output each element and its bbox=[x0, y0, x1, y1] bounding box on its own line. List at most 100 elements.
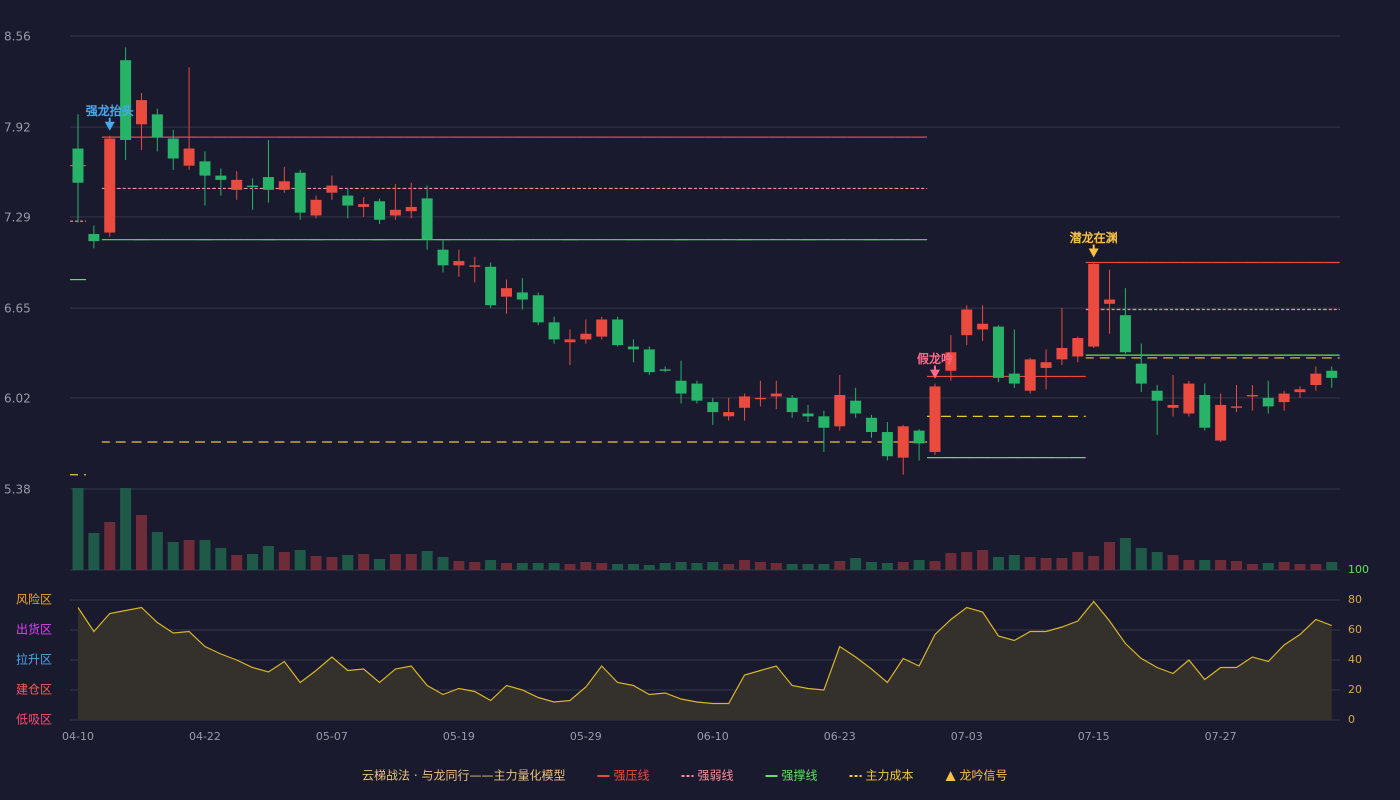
candle-body bbox=[1040, 362, 1052, 368]
volume-bar bbox=[1119, 538, 1131, 570]
volume-bar bbox=[231, 555, 243, 570]
candle-body bbox=[818, 416, 830, 428]
volume-bar bbox=[516, 563, 528, 570]
volume-bar bbox=[278, 552, 290, 570]
candle-body bbox=[580, 333, 592, 340]
volume-bar bbox=[262, 546, 274, 570]
candle-body bbox=[342, 195, 354, 206]
candle-body bbox=[1310, 373, 1322, 386]
candle-body bbox=[358, 204, 370, 207]
candle-body bbox=[437, 249, 449, 266]
y-tick-label: 7.29 bbox=[4, 210, 31, 224]
volume-bar bbox=[612, 564, 624, 570]
volume-bar bbox=[405, 554, 417, 570]
candle-body bbox=[770, 393, 782, 397]
candle-body bbox=[1056, 347, 1068, 360]
volume-bar bbox=[754, 562, 766, 570]
legend-label: 龙吟信号 bbox=[960, 768, 1008, 783]
candle-body bbox=[104, 138, 116, 233]
volume-bar bbox=[326, 557, 338, 570]
candle-body bbox=[500, 288, 512, 297]
x-tick-label: 07-27 bbox=[1205, 730, 1237, 743]
candle-body bbox=[1104, 299, 1116, 304]
x-tick-label: 04-10 bbox=[62, 730, 94, 743]
volume-bar bbox=[691, 563, 703, 570]
volume-bar bbox=[532, 563, 544, 570]
candle-body bbox=[691, 383, 703, 401]
volume-bar bbox=[675, 562, 687, 570]
candle-body bbox=[612, 319, 624, 346]
volume-bar bbox=[1215, 560, 1227, 570]
candle-body bbox=[627, 346, 639, 350]
candle-body bbox=[151, 114, 163, 138]
volume-bar bbox=[707, 562, 719, 570]
candle-body bbox=[1231, 406, 1243, 408]
volume-bar bbox=[643, 565, 655, 570]
volume-bar bbox=[818, 564, 830, 570]
volume-bar bbox=[881, 563, 893, 570]
candle-body bbox=[72, 148, 84, 183]
candle-body bbox=[1024, 359, 1036, 391]
candle-body bbox=[199, 161, 211, 176]
candle-body bbox=[897, 426, 909, 458]
y2-tick-label: 80 bbox=[1348, 593, 1362, 606]
candle-body bbox=[881, 432, 893, 457]
candle-body bbox=[723, 412, 735, 417]
x-tick-label: 06-10 bbox=[697, 730, 729, 743]
candle-body bbox=[453, 261, 465, 266]
candle-body bbox=[564, 339, 576, 343]
y-tick-label: 6.65 bbox=[4, 302, 31, 316]
candle-body bbox=[1119, 315, 1131, 353]
volume-bar bbox=[1040, 558, 1052, 570]
y-tick-label: 5.38 bbox=[4, 483, 31, 497]
zone-label: 低吸区 bbox=[16, 713, 52, 727]
candle-body bbox=[183, 148, 195, 166]
candle-body bbox=[802, 413, 814, 417]
volume-bar bbox=[1008, 555, 1020, 570]
volume-bar bbox=[247, 554, 259, 570]
candle-body bbox=[834, 394, 846, 427]
candle-body bbox=[786, 397, 798, 413]
candle-body bbox=[707, 402, 719, 413]
x-tick-label: 04-22 bbox=[189, 730, 221, 743]
volume-bar bbox=[1326, 562, 1338, 570]
volume-bar bbox=[850, 558, 862, 570]
volume-bar bbox=[802, 564, 814, 570]
candle-body bbox=[231, 179, 243, 190]
y-tick-label: 7.92 bbox=[4, 121, 31, 135]
candle-body bbox=[866, 417, 877, 433]
volume-bar bbox=[1246, 564, 1258, 570]
candle-body bbox=[247, 185, 259, 187]
legend-label: 强压线 bbox=[613, 769, 649, 783]
volume-bar bbox=[1231, 561, 1243, 570]
candle-body bbox=[167, 138, 179, 159]
volume-bar bbox=[215, 548, 227, 570]
volume-bar bbox=[120, 488, 132, 570]
x-tick-label: 05-19 bbox=[443, 730, 475, 743]
volume-bar bbox=[564, 564, 576, 570]
candle-body bbox=[326, 185, 338, 193]
candle-body bbox=[374, 201, 386, 220]
candle-body bbox=[945, 352, 957, 371]
volume-bar bbox=[1294, 564, 1306, 570]
candle-body bbox=[120, 60, 132, 140]
volume-bar bbox=[358, 554, 370, 570]
volume-bar bbox=[866, 562, 877, 570]
volume-bar bbox=[1278, 562, 1290, 570]
signal-arrow bbox=[929, 369, 940, 379]
candle-body bbox=[1326, 370, 1338, 378]
candle-body bbox=[548, 322, 560, 340]
volume-bar bbox=[389, 554, 401, 570]
volume-bar bbox=[961, 552, 973, 570]
candle-body bbox=[485, 266, 497, 306]
candle-body bbox=[1008, 373, 1020, 384]
volume-bar bbox=[770, 563, 782, 570]
oscillator-area bbox=[78, 601, 1332, 720]
volume-bar bbox=[929, 561, 941, 570]
volume-bar bbox=[659, 563, 671, 570]
legend-label: 强撑线 bbox=[781, 768, 817, 783]
candle-body bbox=[675, 380, 687, 394]
volume-bar bbox=[342, 555, 354, 570]
volume-bar bbox=[1072, 552, 1084, 570]
volume-bar bbox=[1088, 556, 1100, 570]
